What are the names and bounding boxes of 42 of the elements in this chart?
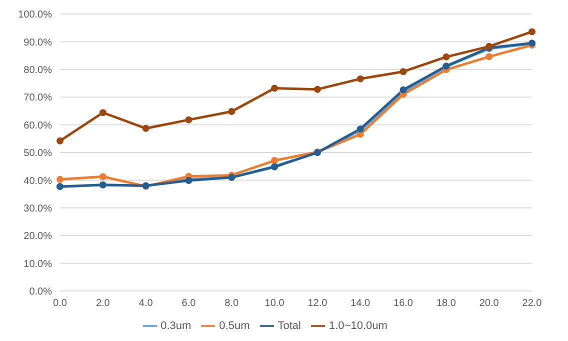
- x-tick-label: 8.0: [224, 298, 240, 310]
- point: [271, 157, 278, 164]
- y-tick-label: 50.0%: [24, 148, 52, 160]
- y-tick-label: 80.0%: [24, 64, 52, 76]
- y-tick-label: 90.0%: [24, 37, 52, 48]
- y-tick-label: 0.0%: [29, 286, 52, 298]
- x-tick-label: 20.0: [479, 298, 500, 310]
- x-tick-label: 0.0: [53, 298, 68, 310]
- x-tick-label: 18.0: [436, 298, 456, 310]
- point: [271, 84, 278, 92]
- point: [400, 68, 407, 76]
- legend-label: 0.3um: [160, 320, 192, 332]
- point: [142, 124, 150, 132]
- x-tick-label: 16.0: [394, 298, 414, 310]
- point: [99, 109, 106, 116]
- point: [228, 108, 236, 116]
- legend-label: 0.5um: [219, 320, 250, 332]
- y-tick-label: 60.0%: [24, 120, 52, 132]
- x-tick-label: 4.0: [138, 298, 154, 310]
- point: [314, 86, 321, 93]
- x-tick-label: 12.0: [308, 298, 328, 310]
- y-tick-label: 30.0%: [24, 203, 52, 214]
- x-tick-label: 22.0: [522, 298, 542, 310]
- point: [99, 173, 106, 180]
- y-tick-label: 40.0%: [24, 176, 52, 187]
- point: [185, 116, 192, 124]
- y-tick-label: 100.0%: [18, 10, 52, 21]
- x-tick-label: 2.0: [96, 298, 110, 310]
- y-tick-label: 70.0%: [24, 92, 52, 104]
- legend-label: 1.0~10.0um: [329, 320, 388, 332]
- point: [356, 75, 364, 82]
- point: [442, 53, 450, 60]
- x-tick-label: 6.0: [182, 298, 196, 310]
- y-tick-label: 20.0%: [24, 231, 52, 242]
- x-tick-label: 14.0: [350, 298, 371, 310]
- point: [486, 53, 493, 60]
- point: [528, 28, 536, 36]
- point: [56, 176, 64, 183]
- y-tick-label: 10.0%: [24, 258, 52, 270]
- legend-label: Total: [278, 320, 301, 332]
- x-tick-label: 10.0: [264, 298, 285, 310]
- point: [56, 137, 64, 144]
